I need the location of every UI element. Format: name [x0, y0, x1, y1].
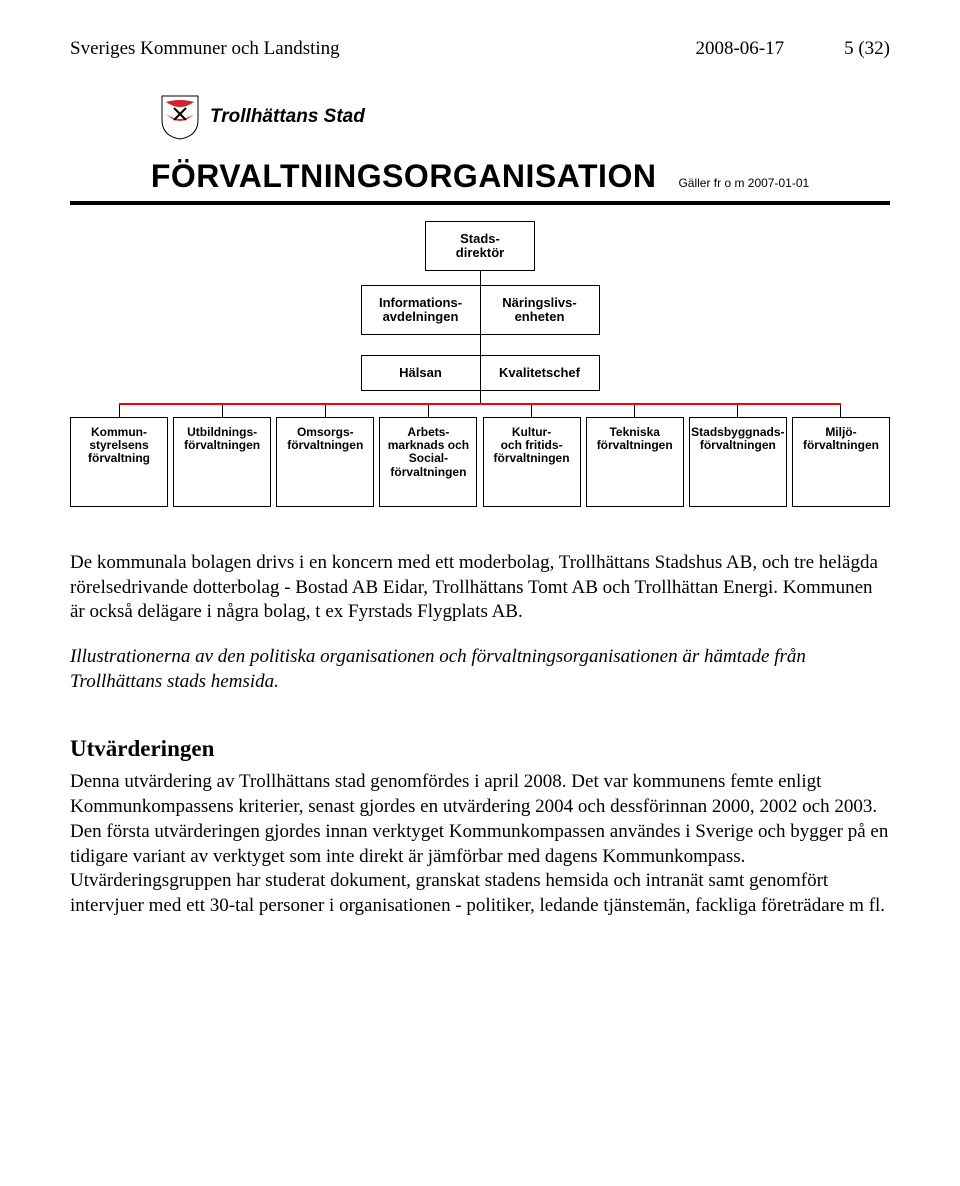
node-label: Informations- [379, 296, 462, 310]
body-paragraph: Denna utvärdering av Trollhättans stad g… [70, 770, 890, 918]
node-label: Social- [409, 452, 448, 465]
node-label: avdelningen [383, 310, 459, 324]
header-page: 5 (32) [844, 38, 890, 60]
node-miljo: Miljö- förvaltningen [792, 417, 890, 507]
body-paragraph-italic: Illustrationerna av den politiska organi… [70, 645, 890, 694]
node-label: förvaltningen [390, 466, 466, 479]
logo-text: Trollhättans Stad [210, 106, 365, 128]
title-rule [70, 201, 890, 205]
node-stadsbyggnads: Stadsbyggnads- förvaltningen [689, 417, 787, 507]
org-title-row: FÖRVALTNINGSORGANISATION Gäller fr o m 2… [70, 158, 890, 195]
node-label: förvaltningen [184, 439, 260, 452]
connector-line [480, 335, 481, 355]
body-paragraph: De kommunala bolagen drivs i en koncern … [70, 551, 890, 625]
node-naringslivsenheten: Näringslivs- enheten [480, 285, 600, 335]
node-label: direktör [456, 246, 504, 260]
bottom-row: Kommun- styrelsens förvaltning Utbildnin… [70, 417, 890, 507]
node-utbildnings: Utbildnings- förvaltningen [173, 417, 271, 507]
node-kvalitetschef: Kvalitetschef [480, 355, 600, 391]
node-label: förvaltningen [803, 439, 879, 452]
section-heading: Utvärderingen [70, 736, 890, 762]
page-header: Sveriges Kommuner och Landsting 2008-06-… [70, 38, 890, 60]
node-stadsdirektor: Stads- direktör [425, 221, 535, 271]
node-label: förvaltningen [494, 452, 570, 465]
node-label: förvaltning [88, 452, 150, 465]
org-chart: Stads- direktör Informations- avdelninge… [70, 221, 890, 507]
node-label: Kvalitetschef [499, 366, 580, 380]
header-org: Sveriges Kommuner och Landsting [70, 38, 340, 60]
node-kommunstyrelsens: Kommun- styrelsens förvaltning [70, 417, 168, 507]
node-label: Näringslivs- [502, 296, 576, 310]
logo-row: Trollhättans Stad [160, 94, 890, 140]
node-omsorgs: Omsorgs- förvaltningen [276, 417, 374, 507]
node-label: förvaltningen [597, 439, 673, 452]
bottom-connector [70, 391, 890, 417]
node-label: förvaltningen [700, 439, 776, 452]
node-label: enheten [515, 310, 565, 324]
node-arbetsmarknads: Arbets- marknads och Social- förvaltning… [379, 417, 477, 507]
node-halsan: Hälsan [361, 355, 481, 391]
node-label: Stads- [460, 232, 500, 246]
node-informationsavdelningen: Informations- avdelningen [361, 285, 481, 335]
node-tekniska: Tekniska förvaltningen [586, 417, 684, 507]
node-label: Hälsan [399, 366, 442, 380]
node-label: förvaltningen [287, 439, 363, 452]
node-kultur: Kultur- och fritids- förvaltningen [483, 417, 581, 507]
pair-row-2: Hälsan Kvalitetschef [70, 355, 890, 391]
org-title: FÖRVALTNINGSORGANISATION [151, 158, 657, 195]
org-subtitle: Gäller fr o m 2007-01-01 [678, 176, 809, 190]
pair-row-1: Informations- avdelningen Näringslivs- e… [70, 285, 890, 335]
header-date: 2008-06-17 [695, 38, 784, 60]
connector-line [480, 271, 481, 285]
shield-icon [160, 94, 200, 140]
